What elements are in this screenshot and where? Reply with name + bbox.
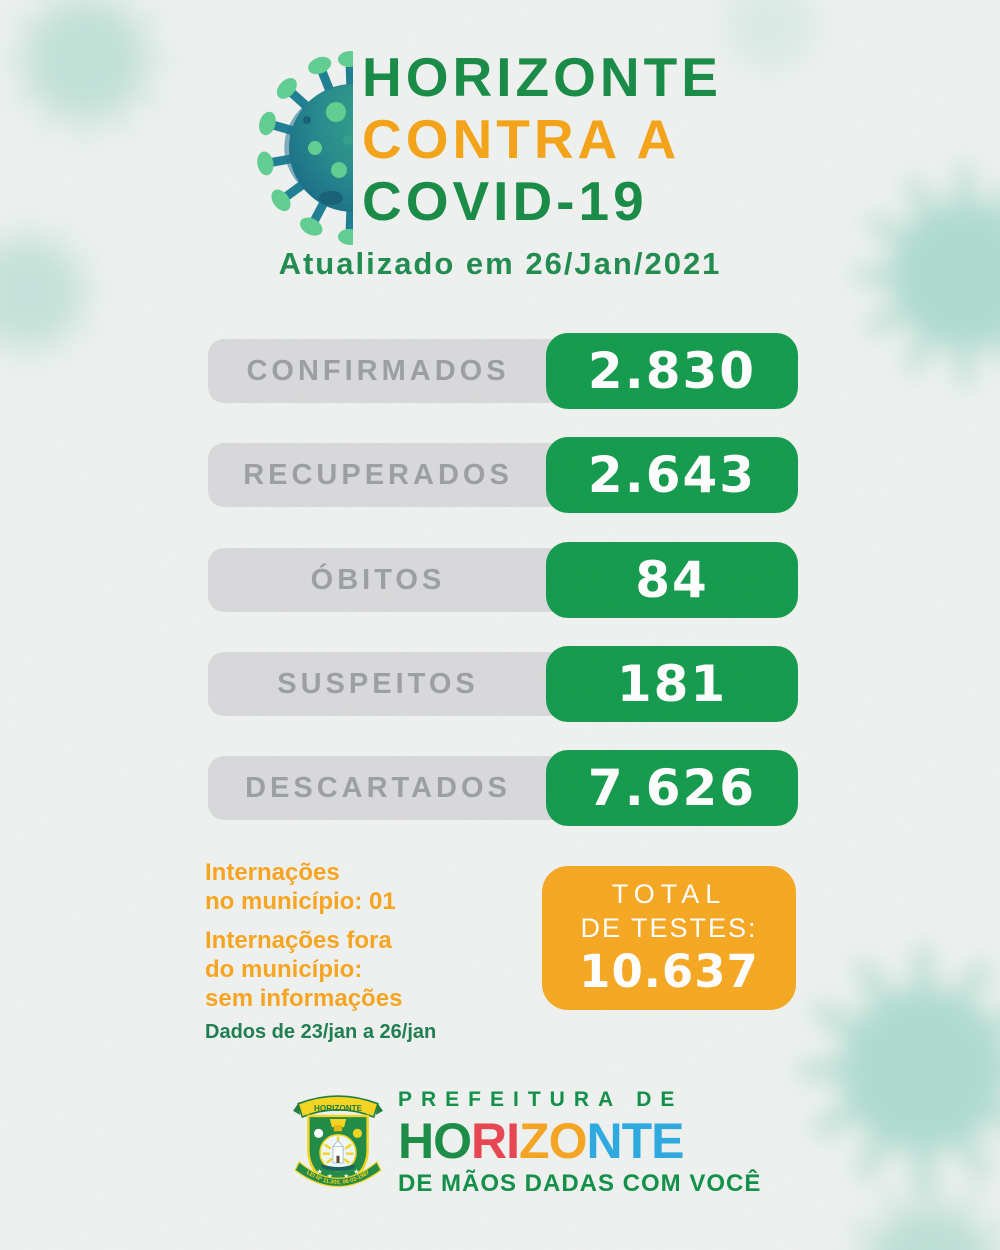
footer-branding: PREFEITURA DE HORIZONTE DE MÃOS DADAS CO… xyxy=(398,1086,762,1199)
note-line: Internações xyxy=(205,859,340,886)
stat-label: RECUPERADOS xyxy=(243,458,513,491)
data-period-note: Dados de 23/jan a 26/jan xyxy=(205,1021,437,1043)
footer-slogan: DE MÃOS DADAS COM VOCÊ xyxy=(398,1170,762,1197)
stat-value-badge: 84 xyxy=(546,542,798,618)
total-tests-label-1: TOTAL xyxy=(611,879,727,909)
stat-row-descartados: DESCARTADOS 7.626 xyxy=(205,750,798,826)
footer-city-letter: N xyxy=(586,1113,623,1169)
stat-row-obitos: ÓBITOS 84 xyxy=(205,542,798,618)
stat-value-badge: 7.626 xyxy=(546,750,798,826)
poster-title: HORIZONTE CONTRA A COVID-19 xyxy=(362,46,722,232)
total-tests-value: 10.637 xyxy=(579,945,759,998)
background-virus-watermark xyxy=(0,205,115,380)
note-line: no município: 01 xyxy=(205,888,396,915)
stat-value-badge: 2.643 xyxy=(546,437,798,513)
footer-city-letter: O xyxy=(548,1113,588,1169)
title-line-1: HORIZONTE xyxy=(362,46,722,108)
stat-row-recuperados: RECUPERADOS 2.643 xyxy=(205,437,798,513)
footer-city-letter: H xyxy=(398,1113,435,1169)
stat-row-suspeitos: SUSPEITOS 181 xyxy=(205,646,798,722)
footer-city-letter: O xyxy=(433,1113,473,1169)
stat-value-badge: 181 xyxy=(546,646,798,722)
total-tests-label-2: DE TESTES: xyxy=(580,913,758,943)
stat-label: ÓBITOS xyxy=(310,563,446,596)
updated-date: Atualizado em 26/Jan/2021 xyxy=(278,246,722,281)
background-virus-watermark xyxy=(0,0,183,157)
prefeitura-de-label: PREFEITURA DE xyxy=(398,1088,684,1111)
stat-value-badge: 2.830 xyxy=(546,333,798,409)
footer-city-letter: T xyxy=(621,1113,653,1169)
footer-city-letter: R xyxy=(471,1113,508,1169)
stat-label: SUSPEITOS xyxy=(277,667,479,700)
footer-city-letter: Z xyxy=(519,1113,550,1169)
footer-city-letter: E xyxy=(651,1113,685,1169)
note-line: do município: xyxy=(205,956,363,983)
title-line-3: COVID-19 xyxy=(362,170,648,232)
footer-city-letter: I xyxy=(506,1113,521,1169)
svg-text:HORIZONTE: HORIZONTE xyxy=(314,1104,363,1113)
stat-label: CONFIRMADOS xyxy=(246,354,510,387)
footer-city-wordmark: HORIZONTE xyxy=(398,1114,758,1169)
title-line-2: CONTRA A xyxy=(362,108,681,170)
note-line: Internações fora xyxy=(205,927,392,954)
horizonte-coat-of-arms: HORIZONTE ★★★ ★★ LEI Nº 11.300, 06-03-19… xyxy=(293,1095,383,1187)
stat-label: DESCARTADOS xyxy=(245,771,511,804)
total-tests-box: TOTAL DE TESTES: 10.637 xyxy=(542,866,796,1010)
note-line: sem informações xyxy=(205,985,403,1012)
background-virus-watermark xyxy=(778,925,1000,1215)
background-virus-watermark xyxy=(825,1165,1000,1250)
hospitalization-notes: Internações no município: 01 Internações… xyxy=(205,858,540,1045)
stat-row-confirmados: CONFIRMADOS 2.830 xyxy=(205,333,798,409)
coronavirus-icon xyxy=(257,51,353,245)
hospitalizations-count: 01 xyxy=(368,888,396,915)
